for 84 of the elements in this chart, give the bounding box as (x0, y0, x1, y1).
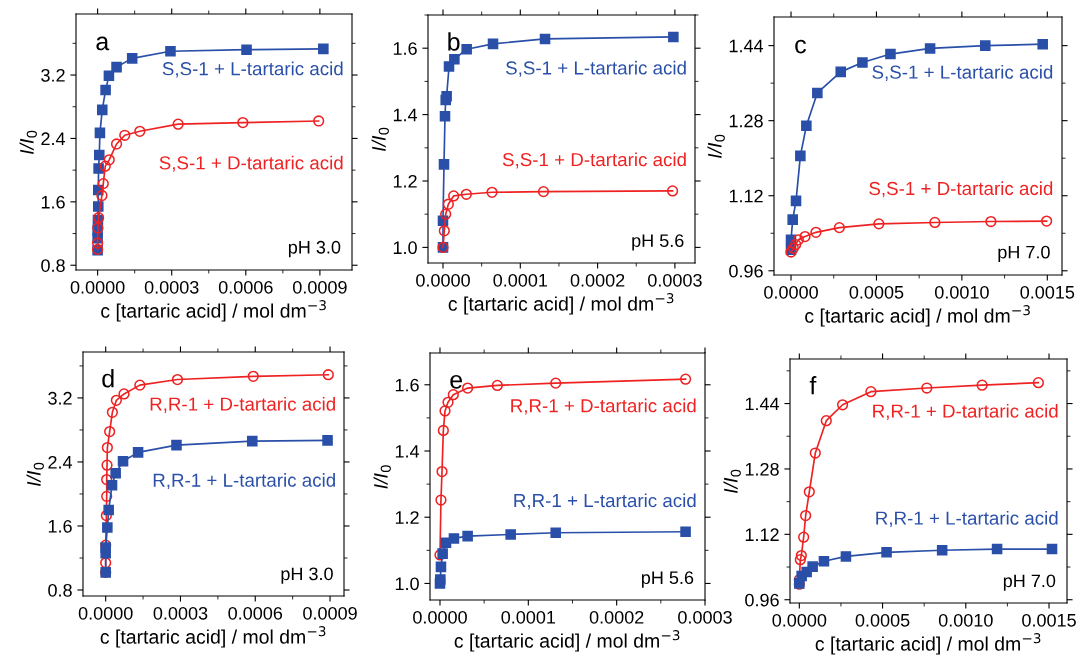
y-tick-label: 1.28 (729, 114, 763, 128)
x-tick-label: 0.0000 (416, 273, 470, 287)
y-tick-label: 1.44 (729, 39, 764, 53)
x-tick-label: 0.0003 (678, 610, 732, 624)
y-tick-label: 3.2 (48, 391, 72, 405)
x-axis-title: c [tartaric acid] / mol dm$^{−3}$ (101, 300, 326, 322)
series-label: S,S-1 + L-tartaric acid (872, 65, 1053, 82)
y-tick-label: 2.4 (41, 132, 66, 145)
x-tick-label: 0.0003 (648, 273, 702, 287)
x-tick-label: 0.0006 (228, 606, 283, 620)
series-label: S,S-1 + D-tartaric acid (502, 152, 686, 169)
x-tick-label: 0.0005 (855, 613, 910, 627)
y-tick-label: 1.6 (41, 195, 65, 209)
annotation: pH 3.0 (288, 240, 341, 258)
y-tick-label: 1.4 (393, 108, 418, 122)
x-tick-label: 0.0009 (292, 280, 347, 294)
x-tick-label: 0.0010 (934, 285, 989, 299)
x-axis-title: c [tartaric acid] / mol dm$^{−3}$ (815, 633, 1041, 655)
y-tick-label: 1.28 (745, 462, 779, 476)
x-tick-label: 0.0002 (570, 273, 625, 287)
y-tick-label: 0.96 (745, 593, 779, 607)
y-tick-label: 1.6 (393, 42, 417, 55)
annotation: pH 7.0 (1003, 574, 1056, 591)
series-label: R,R-1 + L-tartaric acid (153, 473, 335, 490)
y-axis-title: I/I$_{0}$ (723, 469, 741, 494)
y-tick-label: 1.0 (393, 241, 417, 255)
y-tick-label: 1.6 (48, 519, 72, 533)
text: b (448, 32, 460, 51)
text: f (809, 376, 817, 395)
x-tick-label: 0.0006 (218, 280, 273, 294)
y-axis-title: I/I$_{0}$ (26, 462, 44, 487)
y-tick-label: 1.2 (393, 174, 417, 188)
series-label: R,R-1 + D-tartaric acid (511, 398, 696, 415)
x-tick-label: 0.0001 (493, 273, 548, 287)
x-tick-label: 0.0005 (849, 285, 904, 299)
text: e (450, 374, 463, 389)
y-axis-title: I/I$_{0}$ (371, 127, 389, 152)
x-axis-title: c [tartaric acid] / mol dm$^{−3}$ (100, 626, 326, 648)
y-tick-label: 0.8 (48, 583, 72, 597)
series-label: R,R-1 + D-tartaric acid (873, 403, 1058, 420)
series-label: S,S-1 + L-tartaric acid (506, 60, 686, 77)
series-label: R,R-1 + D-tartaric acid (150, 396, 335, 413)
annotation: pH 3.0 (281, 567, 333, 584)
text: a (96, 36, 110, 51)
x-tick-label: 0.0000 (772, 613, 827, 627)
annotation: pH 5.6 (632, 234, 684, 251)
y-tick-label: 0.96 (729, 264, 763, 278)
x-tick-label: 0.0002 (589, 610, 644, 624)
x-tick-label: 0.0000 (413, 610, 467, 624)
series-label: S,S-1 + D-tartaric acid (159, 155, 343, 172)
y-tick-label: 3.2 (41, 68, 65, 82)
y-tick-label: 1.2 (395, 511, 419, 524)
x-axis-title: c [tartaric acid] / mol dm$^{−3}$ (448, 293, 674, 315)
y-tick-label: 1.4 (395, 445, 420, 458)
y-tick-label: 0.8 (41, 259, 65, 272)
y-tick-label: 2.4 (48, 455, 73, 469)
y-tick-label: 1.0 (395, 577, 419, 591)
series-label: R,R-1 + L-tartaric acid (514, 493, 696, 510)
x-tick-label: 0.0000 (70, 280, 125, 294)
series-label: S,S-1 + D-tartaric acid (869, 181, 1053, 198)
text: c (795, 39, 806, 54)
x-tick-label: 0.0015 (1022, 613, 1076, 627)
y-axis-title: I/I$_{0}$ (707, 134, 725, 159)
series-label: R,R-1 + L-tartaric acid (876, 511, 1058, 528)
series-label: S,S-1 + L-tartaric acid (162, 61, 343, 78)
y-axis-title: I/I$_{0}$ (19, 130, 37, 155)
y-tick-label: 1.44 (745, 397, 780, 411)
y-axis-title: I/I$_{0}$ (373, 465, 391, 489)
x-axis-title: c [tartaric acid] / mol dm$^{−3}$ (454, 630, 680, 652)
annotation: pH 5.6 (641, 571, 694, 588)
x-tick-label: 0.0010 (938, 613, 993, 627)
x-tick-label: 0.0003 (153, 606, 208, 620)
text: d (102, 369, 114, 388)
x-tick-label: 0.0001 (501, 610, 556, 624)
x-tick-label: 0.0009 (303, 606, 357, 620)
y-tick-label: 1.12 (745, 528, 779, 541)
annotation: pH 7.0 (998, 245, 1050, 263)
x-tick-label: 0.0015 (1020, 285, 1075, 299)
x-tick-label: 0.0000 (78, 606, 133, 620)
y-tick-label: 1.12 (729, 189, 763, 203)
x-tick-label: 0.0000 (764, 285, 818, 299)
x-axis-title: c [tartaric acid] / mol dm$^{−3}$ (805, 305, 1030, 327)
x-tick-label: 0.0003 (144, 280, 199, 294)
y-tick-label: 1.6 (395, 378, 419, 392)
